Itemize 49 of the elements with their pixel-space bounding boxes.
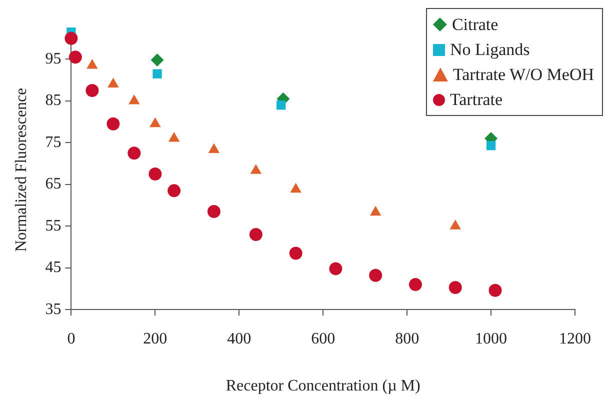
point bbox=[249, 228, 262, 241]
point bbox=[168, 184, 181, 198]
point bbox=[150, 54, 164, 67]
x-tick-label: 0 bbox=[67, 330, 76, 348]
y-tick-label: 95 bbox=[45, 50, 62, 68]
point bbox=[370, 206, 382, 216]
point bbox=[128, 146, 141, 160]
point bbox=[250, 164, 262, 174]
point bbox=[150, 117, 161, 128]
point bbox=[369, 268, 382, 282]
legend-label: Citrate bbox=[452, 14, 498, 34]
point bbox=[152, 69, 162, 78]
point bbox=[289, 246, 302, 260]
point bbox=[64, 32, 78, 45]
point bbox=[128, 94, 140, 104]
point bbox=[148, 167, 162, 180]
y-axis-title: Normalized Fluorescence bbox=[12, 88, 30, 252]
x-tick-label: 1200 bbox=[559, 330, 591, 348]
x-tick-label: 200 bbox=[143, 330, 168, 348]
point bbox=[290, 182, 302, 193]
y-tick-label: 55 bbox=[45, 217, 62, 234]
y-tick-label: 65 bbox=[45, 176, 62, 193]
legend-label: Tartrate W/O MeOH bbox=[452, 64, 594, 84]
legend-label: No Ligands bbox=[450, 40, 530, 60]
y-tick-label: 75 bbox=[45, 134, 62, 151]
point bbox=[276, 100, 286, 110]
x-tick-label: 1000 bbox=[475, 330, 508, 348]
x-tick-label: 600 bbox=[311, 330, 336, 348]
legend-label: Tartrate bbox=[450, 90, 503, 110]
y-tick-label: 45 bbox=[45, 259, 62, 276]
point bbox=[488, 284, 502, 297]
point bbox=[329, 262, 342, 276]
point bbox=[168, 132, 180, 142]
point bbox=[408, 278, 422, 292]
point bbox=[86, 58, 98, 69]
x-tick-label: 400 bbox=[227, 330, 252, 348]
y-tick-label: 35 bbox=[45, 300, 62, 318]
x-axis-title: Receptor Concentration (µ M) bbox=[226, 378, 420, 395]
point bbox=[448, 280, 462, 294]
point bbox=[450, 220, 461, 230]
point bbox=[108, 78, 119, 88]
point bbox=[486, 141, 496, 150]
x-tick-label: 800 bbox=[395, 330, 420, 348]
point bbox=[106, 117, 120, 130]
point bbox=[68, 50, 82, 64]
point bbox=[207, 205, 220, 218]
y-tick-label: 85 bbox=[45, 92, 62, 110]
point bbox=[86, 84, 99, 98]
point bbox=[208, 143, 220, 154]
